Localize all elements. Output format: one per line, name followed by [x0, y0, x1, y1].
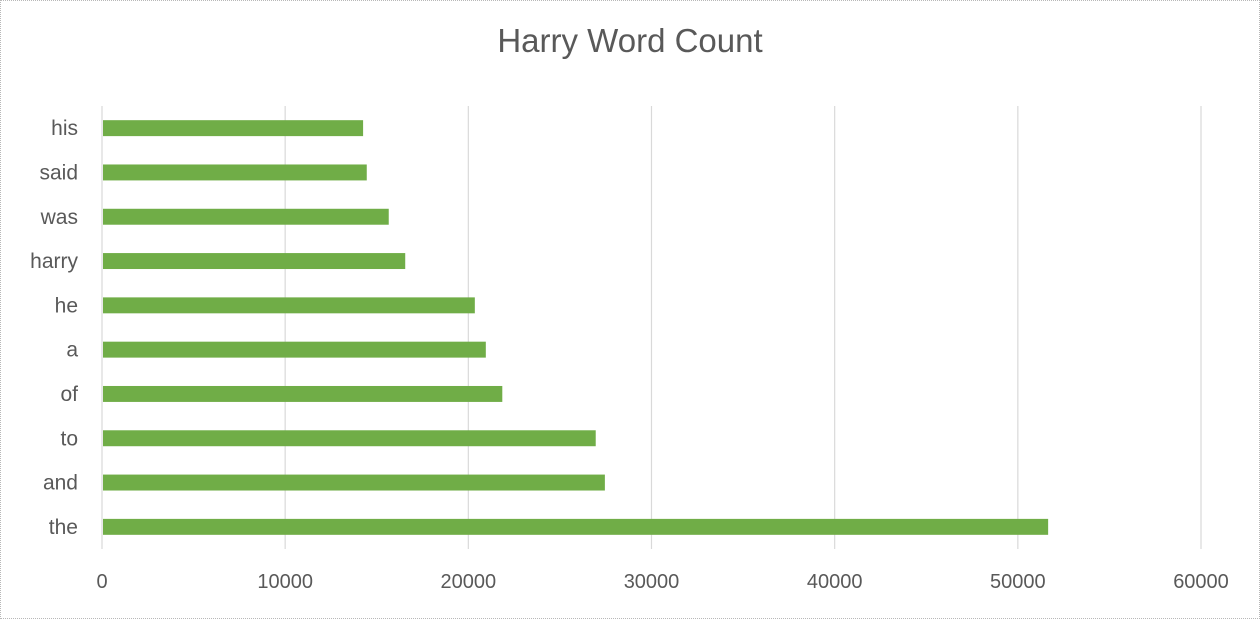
y-category-label: his: [51, 117, 78, 140]
y-category-label: and: [43, 472, 78, 495]
y-category-label: to: [60, 427, 78, 450]
y-category-label: a: [66, 339, 78, 362]
gridlines: [284, 106, 1202, 549]
y-category-label: was: [40, 206, 78, 229]
x-tick-label: 60000: [1173, 571, 1229, 593]
x-tick-label: 0: [96, 571, 107, 593]
bar-of: [103, 385, 503, 402]
y-axis-categories: the and to of a he harry was said his: [30, 117, 78, 539]
x-tick-label: 30000: [624, 571, 680, 593]
bar-he: [103, 297, 475, 314]
x-axis-ticks: 0 10000 20000 30000 40000 50000 60000: [96, 571, 1228, 593]
x-tick-label: 40000: [807, 571, 863, 593]
x-tick-label: 50000: [990, 571, 1046, 593]
bars: [103, 120, 1049, 535]
bar-a: [103, 341, 486, 358]
bar-said: [103, 164, 367, 181]
bar-and: [103, 474, 605, 491]
x-tick-label: 10000: [257, 571, 313, 593]
bar-was: [103, 208, 389, 225]
bar-harry: [103, 253, 406, 270]
bar-his: [103, 120, 364, 137]
y-category-label: he: [55, 294, 78, 317]
y-category-label: said: [39, 161, 78, 184]
bar-the: [103, 518, 1049, 535]
x-tick-label: 20000: [441, 571, 497, 593]
bar-to: [103, 430, 596, 447]
y-category-label: the: [49, 516, 78, 539]
y-category-label: of: [60, 383, 78, 406]
y-category-label: harry: [30, 250, 78, 273]
chart-title: Harry Word Count: [497, 22, 763, 59]
